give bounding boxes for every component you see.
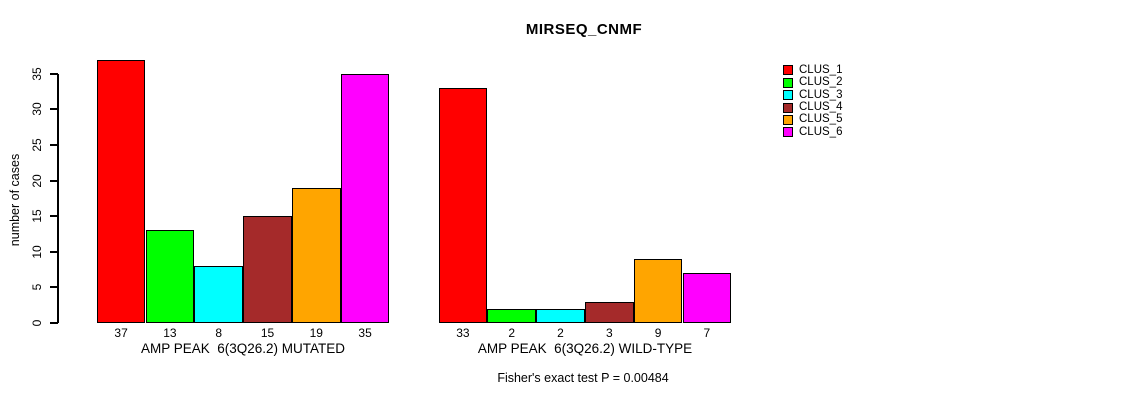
y-tick (50, 108, 58, 111)
bar-clus_4 (584, 301, 634, 323)
legend-swatch-clus_1 (783, 65, 793, 76)
legend-swatch-clus_2 (783, 77, 793, 88)
bar-clus_5 (291, 187, 341, 323)
y-tick-label: 20 (30, 173, 44, 188)
legend-swatch-clus_3 (783, 90, 793, 101)
bar-clus_2 (145, 230, 195, 323)
legend-swatch-clus_5 (783, 114, 793, 125)
y-tick-label: 0 (30, 319, 44, 327)
y-tick (50, 72, 58, 75)
bar-value-label: 33 (456, 326, 470, 340)
bar-clus_5 (633, 258, 683, 323)
chart-title: MIRSEQ_CNMF (525, 21, 643, 38)
bar-value-label: 15 (260, 326, 275, 340)
y-tick (50, 215, 58, 218)
y-tick (50, 286, 58, 289)
bar-clus_3 (536, 308, 585, 323)
legend-row: CLUS_1 (783, 64, 842, 76)
legend-label: CLUS_4 (799, 101, 843, 114)
bar-clus_6 (340, 73, 390, 323)
bar-clus_1 (96, 59, 146, 323)
y-tick (50, 322, 58, 324)
legend-row: CLUS_6 (783, 126, 842, 138)
legend-swatch-clus_6 (783, 127, 793, 138)
bar-value-label: 13 (163, 326, 177, 340)
bar-value-label: 9 (654, 326, 662, 340)
legend-row: CLUS_4 (783, 101, 842, 113)
legend-label: CLUS_3 (799, 88, 843, 101)
y-axis-label: number of cases (8, 153, 22, 247)
x-axis-group-label-wildtype: AMP PEAK 6(3Q26.2) WILD-TYPE (477, 341, 693, 356)
x-axis-group-label-mutated: AMP PEAK 6(3Q26.2) MUTATED (140, 341, 346, 356)
legend: CLUS_1 CLUS_2 CLUS_3 CLUS_4 CLUS_5 CLUS_6 (783, 64, 842, 139)
y-tick (50, 250, 58, 253)
bar-value-label: 37 (114, 326, 128, 340)
legend-row: CLUS_2 (783, 76, 842, 88)
bar-value-label: 8 (215, 326, 223, 340)
footnote-fisher-test: Fisher's exact test P = 0.00484 (497, 371, 669, 385)
bar-clus_2 (487, 308, 537, 323)
y-tick (50, 144, 58, 146)
bar-value-label: 2 (557, 326, 564, 340)
y-tick-label: 15 (30, 209, 44, 223)
bar-clus_3 (194, 266, 244, 323)
legend-label: CLUS_2 (799, 76, 843, 89)
bar-value-label: 3 (605, 326, 613, 340)
bar-clus_6 (682, 273, 732, 323)
y-tick-label: 30 (30, 102, 44, 117)
y-tick-label: 5 (30, 284, 44, 291)
y-tick-label: 35 (30, 67, 44, 81)
bar-clus_1 (438, 88, 488, 323)
bar-value-label: 35 (358, 326, 372, 340)
y-axis-line (57, 74, 59, 323)
legend-row: CLUS_3 (783, 89, 842, 101)
legend-label: CLUS_5 (799, 113, 843, 126)
legend-row: CLUS_5 (783, 114, 842, 126)
bar-value-label: 19 (309, 326, 323, 340)
legend-label: CLUS_1 (799, 63, 843, 76)
y-tick (50, 179, 58, 182)
bar-value-label: 2 (508, 326, 516, 340)
legend-label: CLUS_6 (799, 125, 843, 138)
bar-value-label: 7 (703, 326, 711, 340)
legend-swatch-clus_4 (783, 102, 793, 113)
y-tick-label: 25 (30, 138, 44, 152)
bar-clus_4 (243, 216, 292, 323)
y-tick-label: 10 (30, 245, 44, 259)
